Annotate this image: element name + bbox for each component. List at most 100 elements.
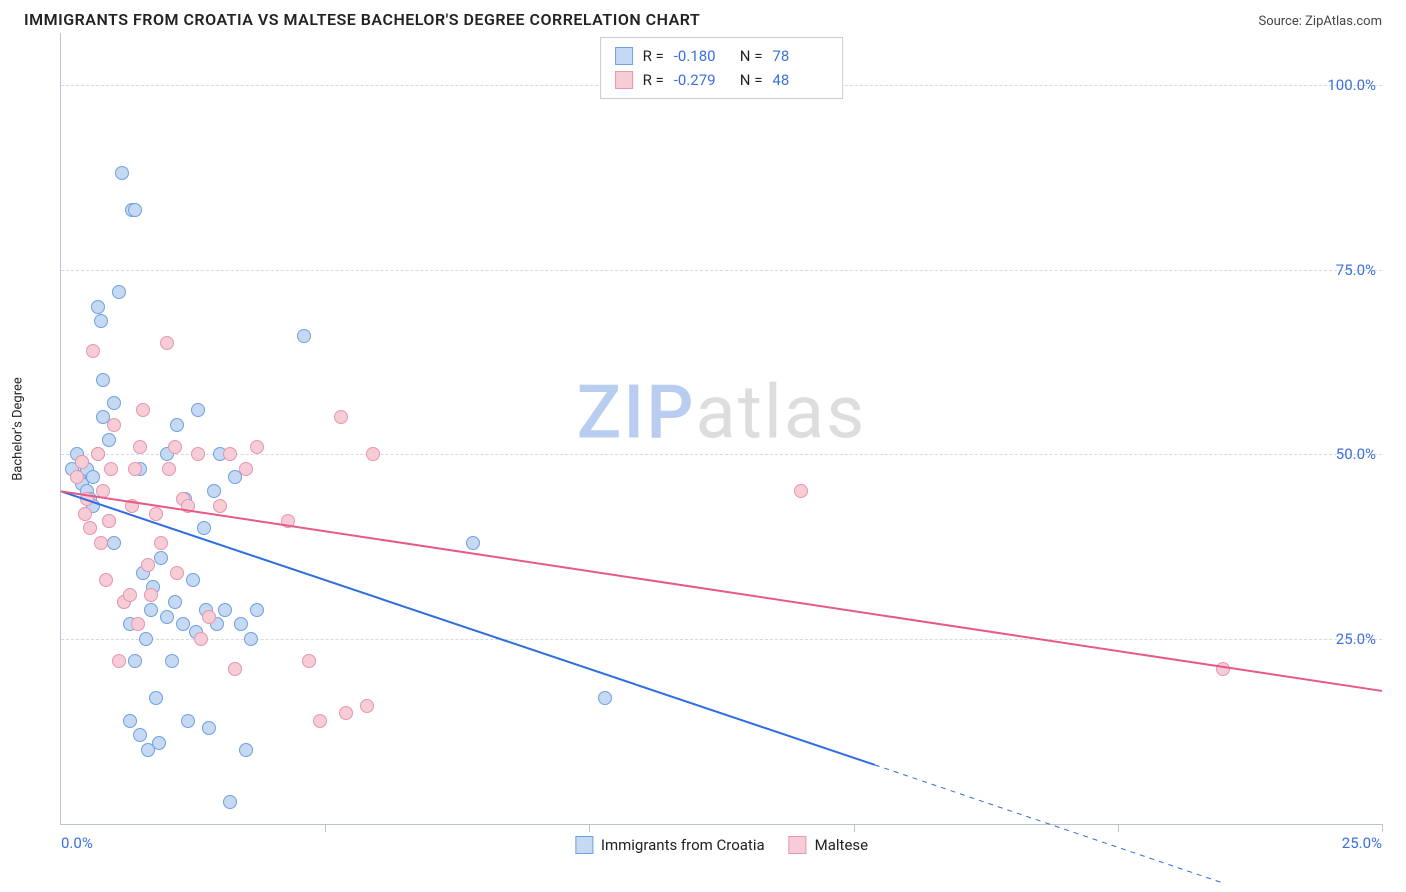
data-point	[360, 699, 374, 713]
data-point	[197, 521, 211, 535]
data-point	[86, 344, 100, 358]
watermark-rest: atlas	[695, 369, 866, 456]
data-point	[96, 484, 110, 498]
data-point	[598, 691, 612, 705]
series-legend-item: Immigrants from Croatia	[575, 836, 765, 854]
data-point	[102, 433, 116, 447]
chart-title: IMMIGRANTS FROM CROATIA VS MALTESE BACHE…	[24, 10, 700, 29]
data-point	[176, 617, 190, 631]
data-point	[223, 795, 237, 809]
x-tick	[589, 824, 590, 832]
data-point	[136, 403, 150, 417]
data-point	[194, 632, 208, 646]
data-point	[107, 396, 121, 410]
data-point	[75, 455, 89, 469]
data-point	[302, 654, 316, 668]
data-point	[466, 536, 480, 550]
data-point	[239, 462, 253, 476]
data-point	[86, 470, 100, 484]
data-point	[165, 654, 179, 668]
data-point	[125, 499, 139, 513]
data-point	[162, 462, 176, 476]
legend-n-label: N =	[740, 44, 763, 68]
correlation-legend-row: R =-0.279N =48	[615, 68, 829, 92]
legend-r-label: R =	[643, 68, 664, 92]
data-point	[91, 447, 105, 461]
data-point	[794, 484, 808, 498]
legend-swatch	[615, 47, 633, 65]
data-point	[250, 603, 264, 617]
data-point	[91, 300, 105, 314]
data-point	[160, 610, 174, 624]
trend-lines	[61, 33, 1382, 824]
data-point	[250, 440, 264, 454]
data-point	[170, 566, 184, 580]
data-point	[133, 440, 147, 454]
legend-n-value: 78	[772, 44, 828, 68]
y-axis-title: Bachelor's Degree	[11, 377, 26, 481]
legend-n-label: N =	[740, 68, 763, 92]
data-point	[144, 603, 158, 617]
series-legend: Immigrants from Croatia Maltese	[575, 836, 868, 854]
data-point	[181, 499, 195, 513]
data-point	[202, 721, 216, 735]
legend-swatch	[575, 836, 593, 854]
data-point	[168, 440, 182, 454]
data-point	[281, 514, 295, 528]
data-point	[70, 470, 84, 484]
data-point	[207, 484, 221, 498]
data-point	[170, 418, 184, 432]
x-tick-label: 25.0%	[1342, 834, 1382, 852]
data-point	[191, 447, 205, 461]
data-point	[149, 691, 163, 705]
data-point	[123, 714, 137, 728]
y-tick-label: 100.0%	[1327, 76, 1376, 94]
legend-swatch	[615, 71, 633, 89]
x-tick	[325, 824, 326, 832]
data-point	[181, 714, 195, 728]
data-point	[141, 558, 155, 572]
data-point	[123, 588, 137, 602]
data-point	[83, 521, 97, 535]
data-point	[144, 588, 158, 602]
data-point	[154, 551, 168, 565]
data-point	[94, 314, 108, 328]
data-point	[128, 654, 142, 668]
data-point	[297, 329, 311, 343]
legend-r-label: R =	[643, 44, 664, 68]
data-point	[133, 728, 147, 742]
data-point	[339, 706, 353, 720]
series-legend-label: Maltese	[815, 836, 868, 854]
data-point	[202, 610, 216, 624]
data-point	[191, 403, 205, 417]
correlation-legend-row: R =-0.180N =78	[615, 44, 829, 68]
data-point	[218, 603, 232, 617]
data-point	[149, 507, 163, 521]
data-point	[234, 617, 248, 631]
source-attribution: Source: ZipAtlas.com	[1258, 14, 1382, 29]
y-tick-label: 50.0%	[1336, 445, 1376, 463]
data-point	[104, 462, 118, 476]
watermark-zip: ZIP	[577, 369, 696, 456]
grid-line	[61, 454, 1382, 455]
data-point	[1216, 662, 1230, 676]
data-point	[94, 536, 108, 550]
data-point	[131, 617, 145, 631]
data-point	[223, 447, 237, 461]
data-point	[115, 166, 129, 180]
series-legend-label: Immigrants from Croatia	[601, 836, 765, 854]
watermark: ZIPatlas	[577, 369, 867, 456]
data-point	[107, 418, 121, 432]
x-tick	[854, 824, 855, 832]
chart-header: IMMIGRANTS FROM CROATIA VS MALTESE BACHE…	[0, 0, 1406, 33]
source-label: Source:	[1258, 14, 1305, 29]
data-point	[213, 499, 227, 513]
data-point	[313, 714, 327, 728]
data-point	[78, 507, 92, 521]
legend-n-value: 48	[772, 68, 828, 92]
data-point	[128, 203, 142, 217]
data-point	[168, 595, 182, 609]
data-point	[228, 662, 242, 676]
x-tick	[1118, 824, 1119, 832]
data-point	[334, 410, 348, 424]
